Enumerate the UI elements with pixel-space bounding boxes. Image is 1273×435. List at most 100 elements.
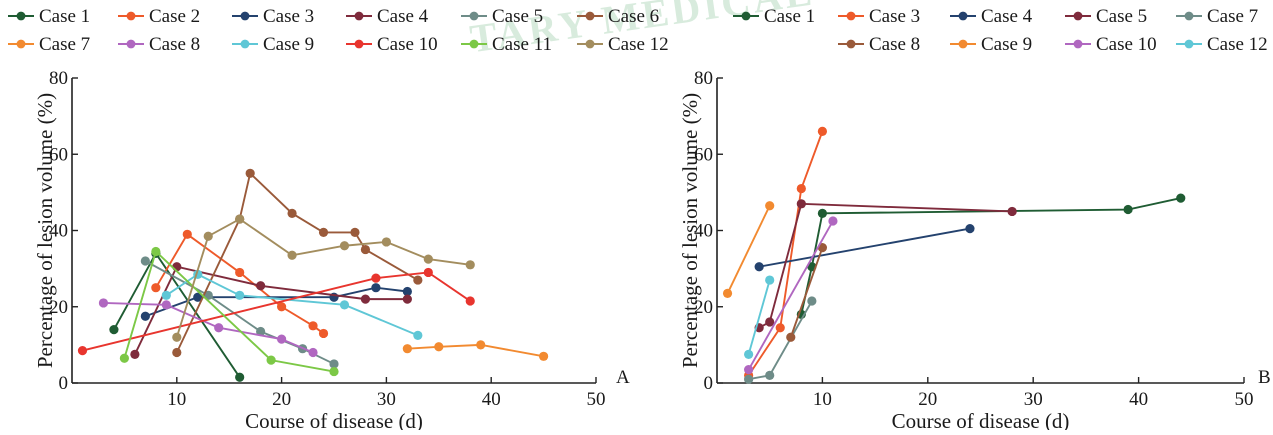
data-point: [203, 231, 213, 241]
x-tick-label: 30: [377, 389, 396, 410]
legend-swatch-marker: [16, 39, 26, 49]
series-line-case-2: [155, 232, 325, 335]
legend-swatch-marker: [741, 11, 751, 21]
data-point: [339, 241, 350, 251]
data-point: [235, 214, 245, 224]
legend-entry: Case 10: [1096, 34, 1157, 55]
legend-entry: Case 6: [608, 6, 659, 27]
series-line-case-7: [407, 343, 544, 358]
data-point: [277, 302, 287, 312]
legend-swatch-marker: [585, 39, 595, 49]
legend-entry: Case 3: [869, 6, 920, 27]
legend-swatch-marker: [1184, 11, 1194, 21]
legend-entry: Case 8: [869, 34, 920, 55]
legend-swatch-marker: [126, 11, 136, 21]
series-line-case-11: [123, 249, 335, 373]
data-point: [266, 355, 276, 365]
data-point: [744, 349, 754, 360]
data-point: [775, 323, 785, 333]
series-line-case-12: [175, 217, 471, 338]
data-point: [765, 275, 775, 285]
y-axis-label: Percentage of lesion volume (%): [678, 93, 702, 368]
data-point: [130, 349, 140, 360]
data-point: [77, 345, 88, 356]
legend-entry: Case 10: [377, 34, 438, 55]
data-point: [161, 290, 171, 300]
data-point: [786, 332, 796, 342]
x-axis-label: Course of disease (d): [892, 409, 1070, 430]
data-point: [1123, 204, 1133, 215]
data-point: [318, 227, 329, 238]
data-point: [371, 283, 381, 293]
data-point: [287, 208, 297, 218]
legend-entry: Case 4: [377, 6, 429, 27]
data-point: [350, 227, 360, 238]
data-point: [339, 300, 350, 310]
data-point: [402, 294, 412, 304]
y-tick-label: 80: [49, 68, 68, 89]
data-point: [277, 334, 287, 344]
y-tick-label: 60: [49, 144, 68, 165]
data-point: [256, 326, 266, 337]
data-point: [318, 328, 329, 339]
legend-entry: Case 9: [981, 34, 1032, 55]
legend-swatch-marker: [240, 39, 250, 49]
legend-swatch-marker: [16, 11, 26, 21]
data-point: [1176, 193, 1186, 203]
data-point: [245, 168, 255, 178]
data-point: [413, 275, 423, 285]
data-point: [360, 244, 371, 255]
data-point: [765, 201, 775, 211]
x-axis-label: Course of disease (d): [245, 409, 423, 430]
legend-swatch-marker: [1073, 39, 1083, 49]
data-point: [308, 347, 318, 358]
panel-label: B: [1258, 367, 1271, 388]
legend-swatch-marker: [240, 11, 250, 21]
x-tick-label: 40: [1129, 389, 1148, 410]
data-point: [765, 370, 775, 380]
legend-swatch-marker: [585, 11, 595, 21]
legend-swatch-marker: [958, 39, 968, 49]
data-point: [235, 290, 245, 300]
data-point: [172, 332, 182, 342]
legend-entry: Case 5: [492, 6, 543, 27]
data-point: [817, 208, 828, 218]
legend-entry: Case 11: [492, 34, 552, 55]
y-axis-label: Percentage of lesion volume (%): [33, 93, 57, 368]
legend-swatch-marker: [958, 11, 968, 21]
data-point: [828, 216, 838, 226]
data-point: [796, 199, 806, 209]
y-tick-label: 40: [694, 221, 713, 242]
data-point: [402, 344, 412, 354]
legend-entry: Case 4: [981, 6, 1033, 27]
series-line-case-8: [789, 247, 824, 338]
x-tick-label: 10: [813, 389, 832, 410]
data-point: [817, 126, 828, 136]
legend-swatch-marker: [846, 11, 856, 21]
data-point: [371, 273, 381, 283]
data-point: [193, 292, 203, 302]
x-tick-label: 50: [1235, 389, 1254, 410]
y-tick-label: 20: [49, 297, 68, 318]
data-point: [765, 317, 775, 327]
data-point: [256, 281, 266, 291]
data-point: [140, 311, 150, 321]
y-tick-label: 80: [694, 68, 713, 89]
x-tick-label: 10: [167, 389, 186, 410]
y-tick-label: 0: [59, 373, 69, 394]
legend-entry: Case 2: [149, 6, 200, 27]
legend-swatch-marker: [469, 39, 479, 49]
legend-entry: Case 7: [1207, 6, 1258, 27]
data-point: [722, 288, 733, 299]
data-point: [140, 256, 150, 266]
y-tick-label: 0: [704, 373, 714, 394]
data-point: [413, 330, 423, 340]
legend-swatch-marker: [469, 11, 479, 21]
data-point: [796, 183, 806, 194]
data-point: [329, 366, 339, 377]
data-point: [744, 374, 754, 384]
legend-entry: Case 12: [1207, 34, 1268, 55]
data-point: [476, 340, 486, 350]
series-line-case-3: [747, 131, 824, 376]
panel-label: A: [616, 367, 630, 388]
